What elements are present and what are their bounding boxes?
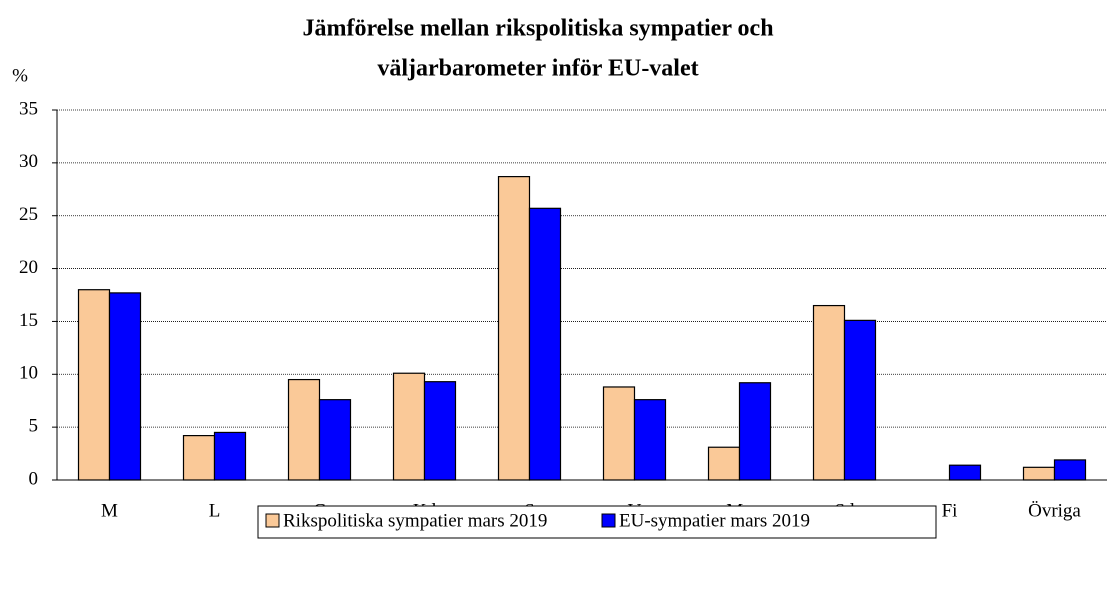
x-tick-label: L xyxy=(209,500,221,521)
legend-box xyxy=(257,505,937,539)
legend-swatch xyxy=(601,513,616,528)
y-tick-label: 5 xyxy=(29,416,39,437)
y-tick-label: 30 xyxy=(19,151,38,172)
y-tick-label: 0 xyxy=(29,468,39,489)
y-tick-label: 25 xyxy=(19,204,38,225)
bar xyxy=(77,289,111,481)
x-tick-label: M xyxy=(101,500,118,521)
y-tick-label: 15 xyxy=(19,310,38,331)
bar xyxy=(1022,466,1056,481)
bar xyxy=(948,464,982,481)
chart-title: väljarbarometer inför EU-valet xyxy=(377,56,698,82)
y-tick-label: 35 xyxy=(19,98,38,119)
legend-swatch xyxy=(265,513,280,528)
bar xyxy=(707,446,741,481)
legend-label: Rikspolitiska sympatier mars 2019 xyxy=(283,510,547,531)
bar xyxy=(213,431,247,481)
bar xyxy=(843,319,877,481)
x-tick-label: Fi xyxy=(942,500,958,521)
bar xyxy=(528,207,562,481)
bar xyxy=(602,386,636,481)
x-tick-label: Övriga xyxy=(1028,500,1081,521)
y-tick-label: 20 xyxy=(19,257,38,278)
bar xyxy=(108,292,142,481)
legend-label: EU-sympatier mars 2019 xyxy=(619,510,810,531)
y-tick-label: 10 xyxy=(19,363,38,384)
bar xyxy=(738,382,772,481)
bar xyxy=(497,176,531,481)
bar xyxy=(633,399,667,481)
bar xyxy=(1053,459,1087,481)
bar xyxy=(287,378,321,481)
bar xyxy=(812,304,846,481)
y-axis-label: % xyxy=(12,65,28,86)
bar xyxy=(392,372,426,481)
bar xyxy=(318,399,352,481)
bar xyxy=(423,381,457,481)
chart-title: Jämförelse mellan rikspolitiska sympatie… xyxy=(302,16,773,42)
bar xyxy=(182,435,216,481)
